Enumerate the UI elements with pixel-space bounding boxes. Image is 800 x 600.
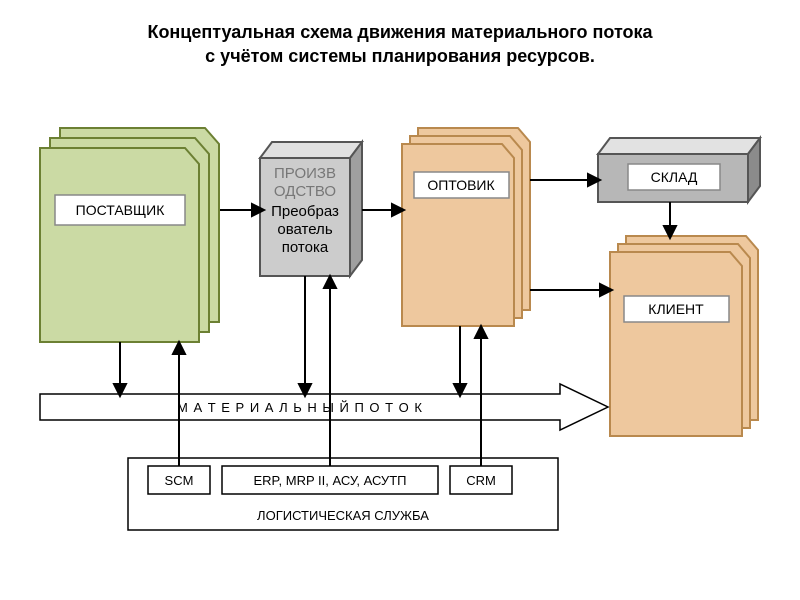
production-node: ПРОИЗВ ОДСТВО Преобраз ователь потока [260, 142, 362, 276]
material-flow-arrow: М А Т Е Р И А Л Ь Н Ы Й П О Т О К [40, 384, 608, 430]
warehouse-label: СКЛАД [651, 169, 698, 185]
logistics-service: SCM ERP, MRP II, АСУ, АСУТП CRM ЛОГИСТИЧ… [128, 458, 558, 530]
wholesaler-label: ОПТОВИК [427, 177, 495, 193]
supplier-label: ПОСТАВЩИК [76, 202, 166, 218]
scm-label: SCM [165, 473, 194, 488]
erp-label: ERP, MRP II, АСУ, АСУТП [254, 473, 407, 488]
title-line1: Концептуальная схема движения материальн… [147, 22, 653, 42]
client-label: КЛИЕНТ [648, 301, 704, 317]
production-line2: ОДСТВО [274, 183, 336, 200]
production-line3: Преобраз [271, 203, 339, 220]
production-line4: ователь [277, 221, 332, 238]
client-node: КЛИЕНТ [610, 236, 758, 436]
flow-label: М А Т Е Р И А Л Ь Н Ы Й П О Т О К [177, 400, 423, 415]
wholesaler-node: ОПТОВИК [402, 128, 530, 326]
crm-label: CRM [466, 473, 496, 488]
title-line2: с учётом системы планирования ресурсов. [205, 46, 595, 66]
production-line5: потока [282, 239, 329, 256]
production-line1: ПРОИЗВ [274, 165, 336, 182]
service-outer-label: ЛОГИСТИЧЕСКАЯ СЛУЖБА [257, 508, 429, 523]
warehouse-node: СКЛАД [598, 138, 760, 202]
supplier-node: ПОСТАВЩИК [40, 128, 219, 342]
